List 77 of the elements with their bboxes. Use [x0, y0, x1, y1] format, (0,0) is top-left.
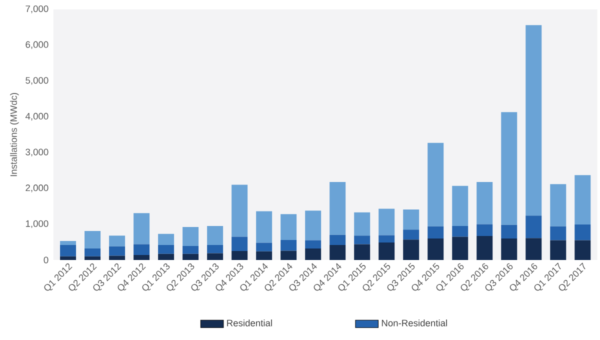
legend-label: Non-Residential — [382, 320, 447, 326]
bar — [60, 256, 76, 260]
bar — [526, 25, 542, 216]
bar — [109, 236, 126, 246]
bar — [207, 226, 224, 245]
bar — [134, 213, 150, 244]
bar — [134, 244, 150, 255]
bar — [574, 224, 591, 240]
bar — [403, 230, 420, 240]
bar — [354, 236, 370, 244]
bar — [158, 254, 174, 260]
bar — [378, 242, 395, 260]
bar — [550, 184, 566, 226]
bar — [574, 175, 591, 225]
bar — [378, 208, 395, 236]
bar — [256, 211, 272, 243]
bar — [354, 212, 370, 236]
bar — [428, 226, 444, 239]
bar — [452, 186, 468, 226]
bar — [476, 182, 493, 224]
y-tick-label: 0 — [44, 256, 48, 264]
bar — [550, 240, 566, 260]
bar — [403, 210, 420, 230]
bar — [428, 142, 444, 226]
bar — [232, 184, 248, 237]
bar — [207, 253, 224, 260]
bar — [305, 248, 322, 260]
bar — [280, 250, 297, 260]
bar — [354, 244, 370, 260]
bar — [84, 230, 101, 249]
bar — [84, 248, 101, 256]
bar — [256, 251, 272, 260]
bar — [232, 251, 248, 260]
bar — [501, 112, 518, 225]
bar — [182, 254, 199, 260]
bar — [452, 236, 468, 260]
bar — [305, 210, 322, 240]
bar — [134, 254, 150, 260]
bar — [84, 256, 101, 260]
bar — [526, 216, 542, 238]
y-tick-label: 2,000 — [26, 184, 48, 192]
y-tick-label: 1,000 — [26, 220, 48, 228]
bar — [476, 236, 493, 260]
bar — [280, 240, 297, 251]
bar — [526, 238, 542, 260]
bar — [378, 235, 395, 242]
bar — [403, 240, 420, 260]
bar — [476, 224, 493, 236]
bar — [60, 241, 76, 245]
bar — [182, 246, 199, 254]
y-tick-label: 5,000 — [26, 77, 48, 85]
bar — [428, 238, 444, 260]
y-tick-label: 3,000 — [26, 148, 48, 156]
bar — [280, 214, 297, 240]
bar — [232, 236, 248, 252]
bar — [158, 234, 174, 245]
bar — [109, 246, 126, 256]
legend-label: Residential — [227, 320, 272, 326]
bar — [330, 244, 346, 260]
bar — [109, 256, 126, 260]
bar — [330, 234, 346, 245]
y-tick-label: 7,000 — [26, 5, 48, 14]
bar — [182, 227, 199, 246]
bar — [305, 240, 322, 249]
bar — [330, 182, 346, 235]
bar — [158, 244, 174, 254]
bar — [574, 240, 591, 260]
bar — [452, 226, 468, 237]
bar — [550, 226, 566, 240]
y-axis-title: Installations (MWdc) — [10, 92, 19, 176]
bar — [501, 224, 518, 239]
bar — [60, 244, 76, 256]
bar — [501, 238, 518, 260]
y-tick-label: 6,000 — [26, 41, 48, 49]
bar — [256, 242, 272, 252]
bar — [207, 244, 224, 254]
y-tick-label: 4,000 — [25, 112, 48, 121]
